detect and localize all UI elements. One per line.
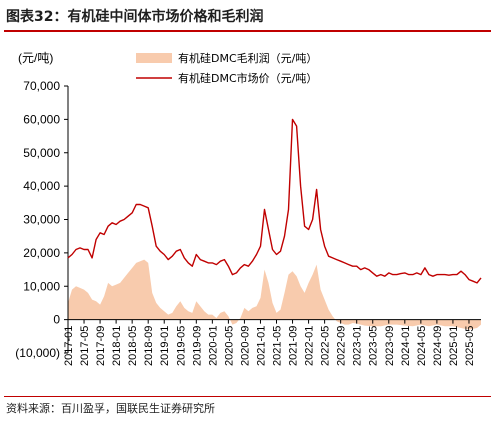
legend-swatch-profit — [136, 53, 172, 63]
legend-label-profit: 有机硅DMC毛利润（元/吨） — [178, 51, 317, 65]
x-tick-label: 2025-05 — [464, 326, 476, 366]
y-tick-label: 20,000 — [23, 246, 60, 260]
y-tick-label: 60,000 — [23, 112, 60, 126]
y-tick-label: 40,000 — [23, 179, 60, 193]
price-line — [67, 118, 482, 284]
title-rule — [4, 30, 491, 32]
y-tick-label: (10,000) — [15, 346, 60, 360]
x-tick-label: 2023-09 — [384, 326, 396, 366]
source-note: 资料来源：百川盈孚，国联民生证券研究所 — [6, 402, 215, 415]
x-tick-label: 2024-09 — [432, 326, 444, 366]
x-tick-label: 2018-01 — [111, 326, 123, 366]
axes-layer: (10,000) 0 10,000 20,000 30,000 40,000 50,000 6… — [15, 79, 481, 366]
x-tick-label: 2022-05 — [320, 326, 332, 366]
x-tick-label: 2021-01 — [256, 326, 268, 366]
legend-label-price: 有机硅DMC市场价（元/吨） — [178, 71, 317, 85]
y-tick-label: 10,000 — [23, 279, 60, 293]
x-tick-label: 2019-01 — [159, 326, 171, 366]
x-tick-label: 2019-05 — [175, 326, 187, 366]
y-tick-label: 70,000 — [23, 79, 60, 93]
x-tick-label: 2020-01 — [207, 326, 219, 366]
y-tick-label: 0 — [53, 313, 60, 327]
x-tick-label: 2025-01 — [448, 326, 460, 366]
y-tick-label: 50,000 — [23, 146, 60, 160]
profit-area — [68, 259, 481, 330]
x-tick-label: 2023-05 — [368, 326, 380, 366]
x-tick-label: 2022-09 — [336, 326, 348, 366]
chart-legend: 有机硅DMC毛利润（元/吨） 有机硅DMC市场价（元/吨） — [136, 51, 317, 85]
y-unit-label: (元/吨) — [18, 51, 53, 65]
x-tick-label: 2020-05 — [223, 326, 235, 366]
x-tick-label: 2024-01 — [400, 326, 412, 366]
x-tick-label: 2020-09 — [239, 326, 251, 366]
x-tick-label: 2017-01 — [63, 326, 75, 366]
price-line-layer — [67, 118, 482, 284]
x-tick-label: 2019-09 — [191, 326, 203, 366]
x-tick-label: 2021-09 — [288, 326, 300, 366]
figure-title: 图表32：有机硅中间体市场价格和毛利润 — [6, 9, 264, 25]
x-tick-label: 2018-09 — [143, 326, 155, 366]
y-tick-label: 30,000 — [23, 213, 60, 227]
x-tick-label: 2021-05 — [272, 326, 284, 366]
x-tick-label: 2024-05 — [416, 326, 428, 366]
x-tick-label: 2023-01 — [352, 326, 364, 366]
x-tick-label: 2022-01 — [304, 326, 316, 366]
x-tick-label: 2017-05 — [79, 326, 91, 366]
profit-area-layer — [68, 259, 481, 330]
source-rule — [4, 396, 491, 397]
x-tick-label: 2018-05 — [127, 326, 139, 366]
x-tick-label: 2017-09 — [95, 326, 107, 366]
